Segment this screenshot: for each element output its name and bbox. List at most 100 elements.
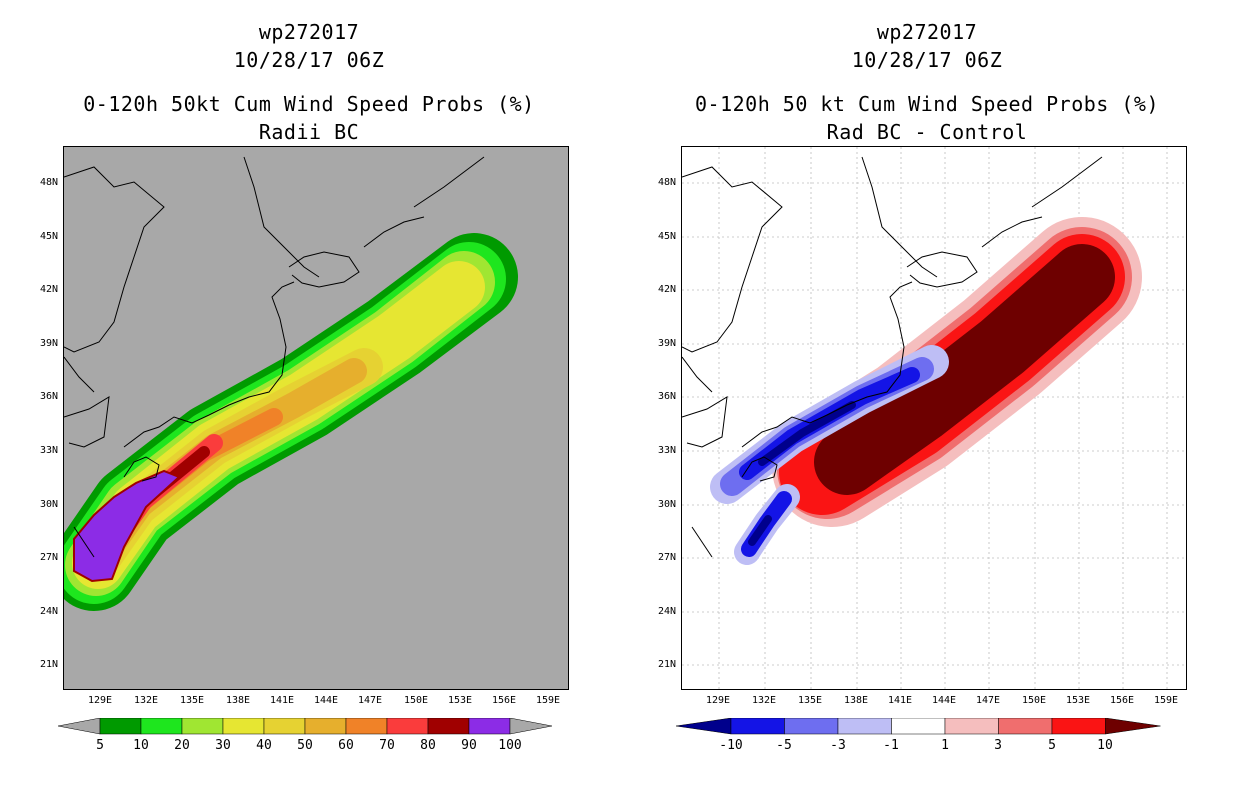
colorbar-swatch	[837, 718, 892, 735]
colorbar-label: -1	[883, 738, 899, 753]
lon-label: 132E	[751, 695, 777, 706]
lat-label: 45N	[657, 231, 676, 242]
lat-label: 24N	[657, 606, 676, 617]
colorbar-swatch	[181, 718, 224, 735]
lon-label: 141E	[269, 695, 295, 706]
colorbar-swatch	[944, 718, 999, 735]
colorbar-label: -10	[719, 738, 743, 753]
lon-label: 141E	[887, 695, 913, 706]
lat-label: 42N	[657, 284, 676, 295]
colorbar-swatch	[891, 718, 946, 735]
lat-label: 27N	[39, 552, 58, 563]
colorbar-swatch	[784, 718, 839, 735]
lat-label: 33N	[39, 445, 58, 456]
lat-label: 24N	[39, 606, 58, 617]
lon-label: 129E	[705, 695, 731, 706]
lat-label: 33N	[657, 445, 676, 456]
lat-label: 45N	[39, 231, 58, 242]
colorbar-right-arrow	[1105, 718, 1161, 735]
colorbar-swatch	[345, 718, 388, 735]
colorbar-label: 1	[941, 738, 949, 753]
lon-label: 156E	[491, 695, 517, 706]
right-map-svg	[682, 147, 1186, 689]
colorbar-label: 20	[174, 738, 190, 753]
positive-difference-swath	[772, 217, 1142, 527]
right-title-method: Rad BC - Control	[826, 120, 1028, 144]
left-title-product: 0-120h 50kt Cum Wind Speed Probs (%)	[83, 92, 535, 116]
lat-label: 30N	[657, 499, 676, 510]
colorbar-right-arrow	[509, 718, 553, 735]
right-map	[681, 146, 1187, 690]
probability-90-100-area	[73, 469, 181, 583]
colorbar-swatch	[304, 718, 347, 735]
lon-label: 159E	[535, 695, 561, 706]
colorbar-swatch	[427, 718, 470, 735]
colorbar-label: -5	[776, 738, 792, 753]
lat-label: 21N	[657, 659, 676, 670]
lon-label: 144E	[931, 695, 957, 706]
lat-label: 39N	[657, 338, 676, 349]
lon-label: 147E	[975, 695, 1001, 706]
colorbar-label: 100	[498, 738, 522, 753]
lat-label: 27N	[657, 552, 676, 563]
colorbar-label: 5	[96, 738, 104, 753]
lat-label: 36N	[39, 391, 58, 402]
lon-label: 153E	[447, 695, 473, 706]
lon-label: 150E	[1021, 695, 1047, 706]
left-panel: wp272017 10/28/17 06Z 0-120h 50kt Cum Wi…	[39, 20, 569, 753]
colorbar-label: 30	[215, 738, 231, 753]
colorbar-left-arrow	[676, 718, 732, 735]
lon-label: 138E	[843, 695, 869, 706]
lon-label: 153E	[1065, 695, 1091, 706]
coastlines	[682, 156, 1103, 558]
left-title-date: 10/28/17 06Z	[233, 48, 385, 72]
lat-label: 48N	[39, 177, 58, 188]
lon-label: 147E	[357, 695, 383, 706]
lon-label: 135E	[797, 695, 823, 706]
colorbar-swatch	[140, 718, 183, 735]
colorbar-swatch	[263, 718, 306, 735]
colorbar-label: 50	[297, 738, 313, 753]
right-panel: wp272017 10/28/17 06Z 0-120h 50 kt Cum W…	[618, 0, 1236, 800]
colorbar-label: 5	[1048, 738, 1056, 753]
left-colorbar	[58, 718, 553, 735]
colorbar-swatch	[222, 718, 265, 735]
colorbar-swatch	[99, 718, 142, 735]
colorbar-label: 60	[338, 738, 354, 753]
left-title-method: Radii BC	[258, 120, 360, 144]
colorbar-swatch	[730, 718, 785, 735]
colorbar-label: 3	[994, 738, 1002, 753]
right-title-storm-id: wp272017	[876, 20, 978, 44]
colorbar-swatch	[998, 718, 1053, 735]
lon-label: 138E	[225, 695, 251, 706]
lat-label: 30N	[39, 499, 58, 510]
left-title-storm-id: wp272017	[258, 20, 360, 44]
coastlines	[64, 156, 485, 558]
right-title-product: 0-120h 50 kt Cum Wind Speed Probs (%)	[694, 92, 1160, 116]
right-colorbar	[676, 718, 1161, 735]
lon-label: 132E	[133, 695, 159, 706]
lat-label: 21N	[39, 659, 58, 670]
colorbar-label: 70	[379, 738, 395, 753]
colorbar-left-arrow	[58, 718, 101, 735]
colorbar-label: -3	[830, 738, 846, 753]
colorbar-label: 10	[1097, 738, 1113, 753]
lat-label: 48N	[657, 177, 676, 188]
colorbar-label: 40	[256, 738, 272, 753]
colorbar-label: 10	[133, 738, 149, 753]
negative-difference-swath	[710, 345, 949, 565]
lon-label: 150E	[403, 695, 429, 706]
colorbar-label: 90	[461, 738, 477, 753]
lon-label: 159E	[1153, 695, 1179, 706]
lon-label: 129E	[87, 695, 113, 706]
right-title-date: 10/28/17 06Z	[851, 48, 1003, 72]
lat-label: 39N	[39, 338, 58, 349]
colorbar-swatch	[468, 718, 511, 735]
colorbar-swatch	[1051, 718, 1106, 735]
lon-label: 135E	[179, 695, 205, 706]
left-map	[63, 146, 569, 690]
colorbar-swatch	[386, 718, 429, 735]
lat-label: 36N	[657, 391, 676, 402]
left-map-svg	[64, 147, 568, 689]
lat-label: 42N	[39, 284, 58, 295]
